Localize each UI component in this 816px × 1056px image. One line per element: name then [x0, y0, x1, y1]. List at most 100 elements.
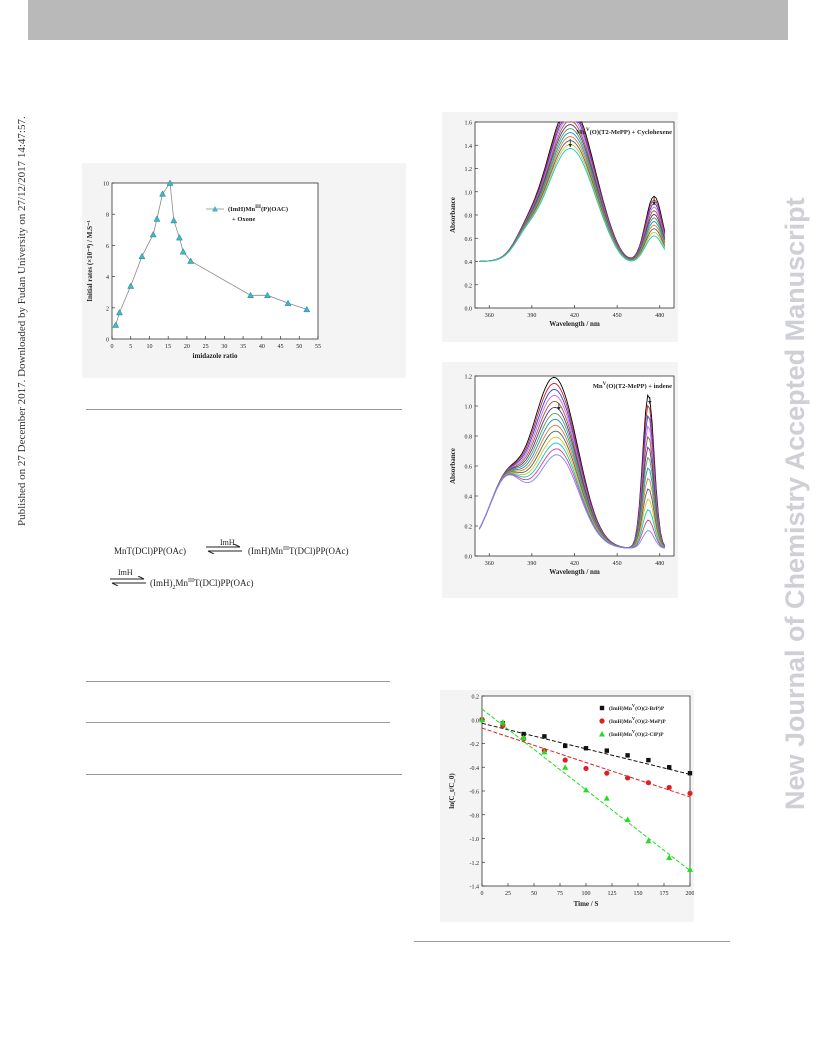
y-tick-label: 0.2: [465, 525, 473, 531]
y-tick-label: 0.2: [472, 695, 480, 701]
rate-point: [116, 308, 123, 316]
rate-point: [138, 252, 146, 260]
x-tick-label: 40: [259, 344, 265, 350]
x-tick-label: 35: [240, 344, 246, 350]
data-point: [542, 734, 547, 739]
x-axis-label: imidazole ratio: [193, 352, 238, 360]
data-point: [645, 837, 652, 844]
spectrum-curve: [479, 148, 666, 262]
equation-arrow-label: ImH: [220, 538, 235, 547]
uv-vis-indene-chart: 360 390 420 450 480 0.0 0.2 0.4 0.6 0.8 1.0 1.2 Wave…: [449, 375, 675, 576]
y-tick-label: 0.0: [472, 718, 480, 724]
spectrum-curve: [478, 442, 666, 549]
equation-reactant: MnT(DCl)PP(OAc): [114, 546, 186, 556]
decay-arrow-head: [557, 407, 561, 410]
equation-product-2: (ImH)2MnIIIT(DCl)PP(OAc): [150, 578, 254, 591]
data-point: [604, 748, 609, 753]
legend-marker: [599, 731, 605, 737]
data-point: [563, 743, 568, 749]
rate-point: [166, 179, 174, 186]
y-tick-label: 0.6: [465, 237, 473, 243]
y-tick-label: 0.8: [465, 435, 473, 441]
data-point: [583, 786, 589, 793]
data-point: [687, 790, 693, 796]
x-tick-label: 25: [505, 891, 511, 897]
header-bar: [28, 0, 788, 40]
y-tick-label: 0: [106, 338, 109, 344]
x-tick-label: 450: [613, 313, 622, 319]
data-point: [604, 770, 610, 776]
legend-label: (ImH)MnV(O)(2-BrP)P: [609, 703, 665, 712]
y-tick-label: 1.0: [465, 405, 473, 411]
data-point: [520, 734, 527, 741]
spectrum-curve: [478, 454, 665, 549]
x-tick-label: 390: [527, 313, 536, 319]
y-tick-label: -0.8: [470, 813, 480, 819]
x-tick-label: 0: [481, 891, 484, 897]
decay-arrow-head: [648, 401, 652, 404]
data-point: [645, 780, 651, 786]
x-tick-label: 10: [146, 344, 152, 350]
fit-line: [481, 727, 691, 798]
data-point: [562, 757, 568, 763]
figure-kinetics: 0 25 50 75 100 125 150 175 200 -1.4 -1.2 -1.0 -0.8 -0…: [440, 690, 695, 922]
x-tick-label: 360: [485, 313, 494, 319]
y-tick-label: -1.2: [470, 861, 480, 867]
data-point: [687, 866, 693, 872]
legend-marker: [599, 705, 605, 711]
rate-point: [284, 299, 292, 306]
x-axis-label: Wavelength / nm: [549, 320, 600, 328]
data-point: [666, 784, 672, 791]
y-tick-label: -1.0: [470, 837, 480, 843]
rate-point: [149, 230, 157, 238]
rate-point: [170, 216, 178, 224]
y-tick-label: 2: [106, 306, 109, 312]
x-tick-label: 420: [570, 561, 579, 567]
rate-point: [153, 215, 161, 222]
y-tick-label: 1.0: [465, 190, 473, 196]
rate-point: [179, 248, 187, 255]
rate-point: [303, 305, 311, 313]
x-tick-label: 150: [634, 891, 643, 897]
journal-watermark: New Journal of Chemistry Accepted Manusc…: [780, 197, 810, 810]
y-axis-label: Absorbance: [449, 197, 457, 233]
y-tick-label: 1.6: [465, 121, 473, 127]
divider: [86, 722, 390, 723]
x-axis-label: Wavelength / nm: [549, 568, 600, 576]
rate-point: [159, 190, 166, 197]
equilibrium-arrow-2: [110, 576, 146, 586]
x-tick-label: 480: [655, 313, 664, 319]
uv-vis-cyclohexene-chart: 360 390 420 450 480 0.0 0.2 0.4 0.6 0.8 1.0 1.2 1.4 1…: [449, 121, 675, 328]
rate-point: [175, 234, 183, 241]
x-tick-label: 5: [129, 344, 132, 350]
data-point: [687, 770, 693, 776]
x-tick-label: 50: [296, 344, 302, 350]
data-point: [562, 764, 569, 770]
data-point: [624, 816, 631, 822]
equilibrium-arrow: [206, 544, 242, 554]
y-axis-label: Absorbance: [449, 448, 457, 484]
figure-uv-cyclohexene: 360 390 420 450 480 0.0 0.2 0.4 0.6 0.8 1.0 1.2 1.4 1…: [442, 112, 678, 342]
legend-label: (ImH)MnIII(P)(OAC): [228, 205, 288, 213]
y-tick-label: 1.2: [465, 167, 473, 173]
y-tick-label: -0.2: [470, 742, 480, 748]
y-tick-label: 8: [106, 213, 109, 219]
y-tick-label: 4: [106, 275, 109, 281]
x-tick-label: 25: [203, 344, 209, 350]
plot-area: [474, 121, 675, 309]
x-tick-label: 0: [111, 344, 114, 350]
x-tick-label: 15: [165, 344, 171, 350]
rate-point: [112, 321, 120, 328]
y-tick-label: -0.4: [470, 766, 480, 772]
y-tick-label: -0.6: [470, 790, 480, 796]
y-tick-label: 0.4: [465, 260, 473, 266]
spectrum-title: MnV(O)(T2-MePP) + Cyclohexene: [576, 128, 672, 136]
rate-series-line: [115, 181, 307, 326]
kinetics-chart: 0 25 50 75 100 125 150 175 200 -1.4 -1.2 -1.0 -0.8 -0…: [448, 695, 695, 909]
data-point: [499, 719, 506, 725]
spectrum-title: MnV(O)(T2-MePP) + indene: [593, 382, 672, 390]
x-tick-label: 55: [315, 344, 321, 350]
data-point: [603, 795, 610, 801]
figure-initial-rates: 0 5 10 15 20 25 30 35 40 45 50 55 0 2 4 6 8 10 imidazole r…: [82, 163, 406, 378]
x-tick-label: 175: [660, 891, 669, 897]
